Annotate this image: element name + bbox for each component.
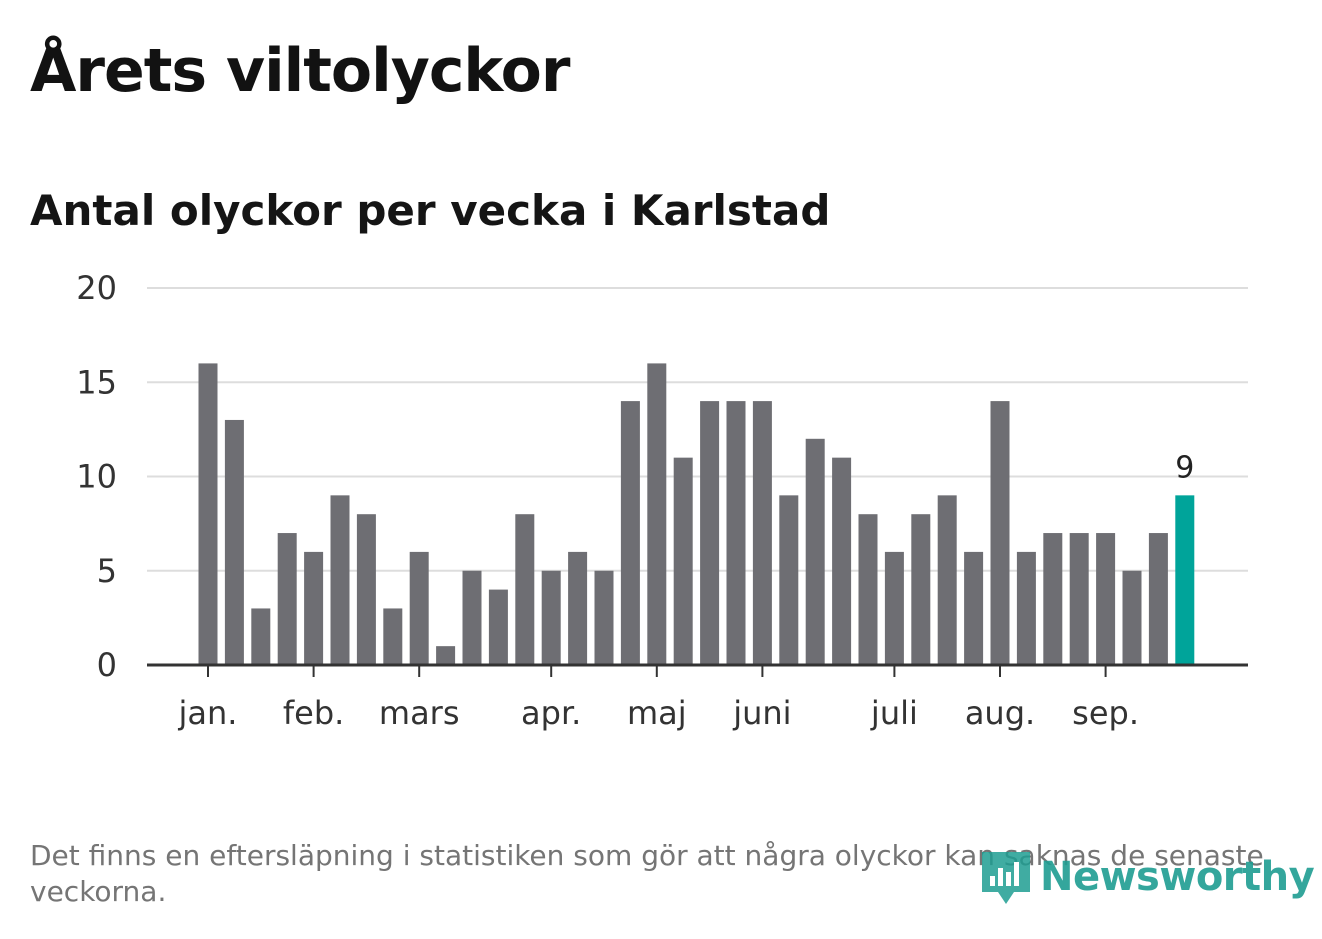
y-axis-ticks: 0 5 10 15 20 [76,269,117,684]
bar [462,570,482,665]
bar-chart: 0 5 10 15 20 jan. feb. mars apr. maj juni juli aug.… [76,269,1248,732]
x-tick-label: feb. [283,694,344,732]
data-labels: 9 [1175,450,1194,485]
x-tick-label: aug. [965,694,1035,732]
x-tick-label: mars [379,694,460,732]
bar [1069,533,1089,665]
footnote: Det finns en eftersläpning i statistiken… [30,839,1264,908]
bar [647,363,667,665]
bar [1096,533,1116,665]
bar [673,457,693,665]
bars [198,363,1195,665]
bar [1016,551,1036,665]
bar [568,551,588,665]
bar [251,608,271,665]
y-tick-label: 0 [97,646,117,684]
bar [700,401,720,665]
bar [224,419,244,665]
bar [990,401,1010,665]
brand-name: Newsworthy [1040,854,1315,900]
brand-logo: Newsworthy [980,846,1315,908]
bar [805,438,825,665]
x-tick-label: juni [732,694,791,732]
x-tick-label: apr. [521,694,581,732]
bar [832,457,852,665]
bar [937,495,957,665]
y-tick-label: 15 [76,363,117,401]
x-tick-label: sep. [1072,694,1139,732]
bar [330,495,350,665]
newsworthy-logo-icon [982,852,1030,904]
bar [277,533,297,665]
bar [594,570,614,665]
x-axis-ticks: jan. feb. mars apr. maj juni juli aug. sep. [178,665,1139,732]
bar [304,551,324,665]
bar [1043,533,1063,665]
bar [409,551,429,665]
x-tick-label: maj [627,694,687,732]
bar [620,401,640,665]
chart-subtitle: Antal olyckor per vecka i Karlstad [30,186,831,235]
bar [964,551,984,665]
y-tick-label: 5 [97,552,117,590]
bar [1148,533,1168,665]
bar [779,495,799,665]
bar [488,589,508,665]
bar [198,363,218,665]
x-tick-label: juli [870,694,918,732]
bar [515,514,535,665]
bar [884,551,904,665]
y-tick-label: 10 [76,458,117,496]
bar [356,514,376,665]
y-tick-label: 20 [76,269,117,307]
chart-title: Årets viltolyckor [30,36,570,106]
data-label: 9 [1175,450,1194,485]
bar [1122,570,1142,665]
bar [383,608,403,665]
bar [541,570,561,665]
grid-lines [147,287,1248,572]
bar [858,514,878,665]
bar [911,514,931,665]
bar [752,401,772,665]
bar [436,646,456,665]
x-tick-label: jan. [178,694,238,732]
highlight-bar [1175,495,1195,665]
bar [726,401,746,665]
